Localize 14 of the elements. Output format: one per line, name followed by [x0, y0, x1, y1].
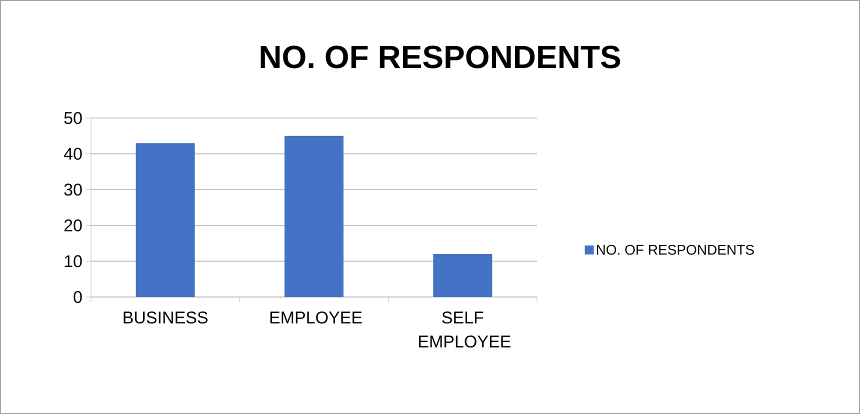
- x-tick-label: SELF EMPLOYEE: [419, 312, 510, 348]
- bar: [433, 254, 492, 297]
- x-tick-label: BUSINESS: [124, 312, 208, 324]
- bar: [284, 136, 344, 297]
- y-tick-label: 20: [64, 219, 82, 232]
- bar: [136, 143, 195, 297]
- legend-label: NO. OF RESPONDENTS: [596, 244, 754, 255]
- y-tick-label: 10: [64, 255, 82, 268]
- y-tick-label: 0: [74, 290, 82, 304]
- chart-title: NO. OF RESPONDENTS: [260, 46, 620, 68]
- y-tick-label: 40: [64, 148, 82, 160]
- y-tick-label: 30: [64, 184, 82, 196]
- x-tick-label: EMPLOYEE: [270, 312, 362, 324]
- y-tick-label: 50: [64, 112, 82, 124]
